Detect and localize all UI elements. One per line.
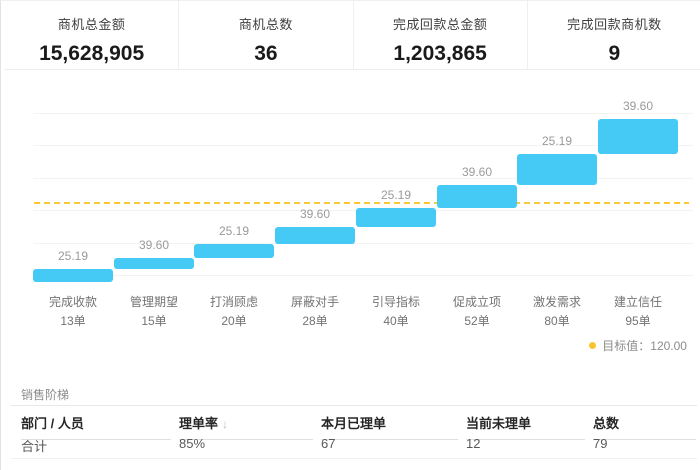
gridline [33, 275, 693, 276]
cell-pending-link[interactable]: 12 [466, 436, 481, 451]
stage-name: 管理期望 [129, 295, 178, 309]
stage-name: 打消顾虑 [209, 295, 258, 309]
kpi-label: 商机总金额 [57, 17, 126, 32]
bar-value-label: 25.19 [380, 188, 412, 202]
stage-name: 完成收款 [48, 295, 97, 309]
stage-count: 13单 [60, 314, 86, 328]
column-header-rate[interactable]: 理单率 ↓ [179, 413, 313, 440]
stage-name: 激发需求 [532, 295, 581, 309]
bar-value-label: 39.60 [138, 238, 170, 252]
divider [11, 405, 697, 406]
kpi-value: 15,628,905 [39, 42, 145, 65]
target-dashed-line [34, 202, 689, 204]
sales-funnel-chart: 25.19 39.60 25.19 39.60 25.19 39.60 25.1… [1, 71, 700, 376]
kpi-card-opportunity-amount: 商机总金额 15,628,905 [5, 1, 178, 69]
cell-done: 67 [321, 436, 336, 451]
target-legend-label: 目标值：120.00 [602, 339, 687, 353]
sort-descending-icon[interactable]: ↓ [222, 417, 229, 431]
target-legend[interactable]: 目标值：120.00 [589, 337, 687, 354]
kpi-card-opportunity-count: 商机总数 36 [178, 1, 352, 69]
category-label: 建立信任 95单 [588, 293, 688, 330]
funnel-step-bar[interactable] [598, 119, 678, 154]
category-label: 促成立项 52单 [427, 293, 527, 330]
category-label: 完成收款 13单 [23, 293, 123, 330]
bar-value-label: 25.19 [57, 249, 89, 263]
table-header-row: 部门 / 人员 理单率 ↓ 本月已理单 当前未理单 总数 [21, 413, 697, 440]
column-header-total: 总数 [593, 413, 696, 440]
cell-dept: 合计 [21, 439, 48, 454]
stage-count: 28单 [302, 314, 328, 328]
kpi-label: 完成回款总金额 [392, 17, 488, 32]
kpi-label: 商机总数 [238, 17, 293, 32]
funnel-step-bar[interactable] [194, 244, 274, 258]
stage-count: 52单 [464, 314, 490, 328]
category-label: 引导指标 40单 [346, 293, 446, 330]
stage-count: 80单 [544, 314, 570, 328]
funnel-step-bar[interactable] [33, 269, 113, 282]
stage-name: 促成立项 [452, 295, 501, 309]
bar-value-label: 39.60 [622, 99, 654, 113]
kpi-card-payment-count: 完成回款商机数 9 [526, 1, 700, 69]
bar-value-label: 25.19 [541, 134, 573, 148]
stage-count: 15单 [141, 314, 167, 328]
column-header-done: 本月已理单 [321, 413, 458, 440]
stage-name: 建立信任 [613, 295, 662, 309]
bar-value-label: 39.60 [461, 165, 493, 179]
cell-total: 79 [593, 436, 608, 451]
cell-rate: 85% [179, 436, 206, 451]
divider [11, 458, 697, 459]
stage-count: 40单 [383, 314, 409, 328]
gridline [33, 178, 693, 179]
kpi-value: 9 [608, 42, 621, 65]
funnel-step-bar[interactable] [114, 258, 194, 269]
bar-value-label: 39.60 [299, 207, 331, 221]
target-legend-dot-icon [589, 342, 597, 349]
category-label: 打消顾虑 20单 [184, 293, 284, 330]
kpi-value: 1,203,865 [393, 42, 487, 65]
category-label: 激发需求 80单 [507, 293, 607, 330]
table-row: 合计 85% 67 12 79 [21, 436, 697, 463]
gridline [33, 243, 693, 244]
funnel-step-bar[interactable] [517, 154, 597, 185]
kpi-value: 36 [254, 42, 278, 65]
bar-value-label: 25.19 [218, 224, 250, 238]
category-label: 管理期望 15单 [104, 293, 204, 330]
gridline [33, 113, 693, 114]
gridline [33, 145, 693, 146]
column-header-dept: 部门 / 人员 [21, 413, 171, 440]
kpi-row: 商机总金额 15,628,905 商机总数 36 完成回款总金额 1,203,8… [5, 1, 700, 70]
column-header-pending: 当前未理单 [466, 413, 585, 440]
kpi-card-payment-amount: 完成回款总金额 1,203,865 [352, 1, 527, 69]
table-title: 销售阶梯 [21, 388, 70, 402]
funnel-step-bar[interactable] [437, 185, 517, 208]
stage-count: 95单 [625, 314, 651, 328]
funnel-step-bar[interactable] [356, 208, 436, 227]
stage-name: 屏蔽对手 [290, 295, 339, 309]
stage-name: 引导指标 [371, 295, 420, 309]
kpi-label: 完成回款商机数 [567, 17, 662, 32]
category-label: 屏蔽对手 28单 [265, 293, 365, 330]
funnel-step-bar[interactable] [275, 227, 355, 244]
stage-count: 20单 [221, 314, 247, 328]
